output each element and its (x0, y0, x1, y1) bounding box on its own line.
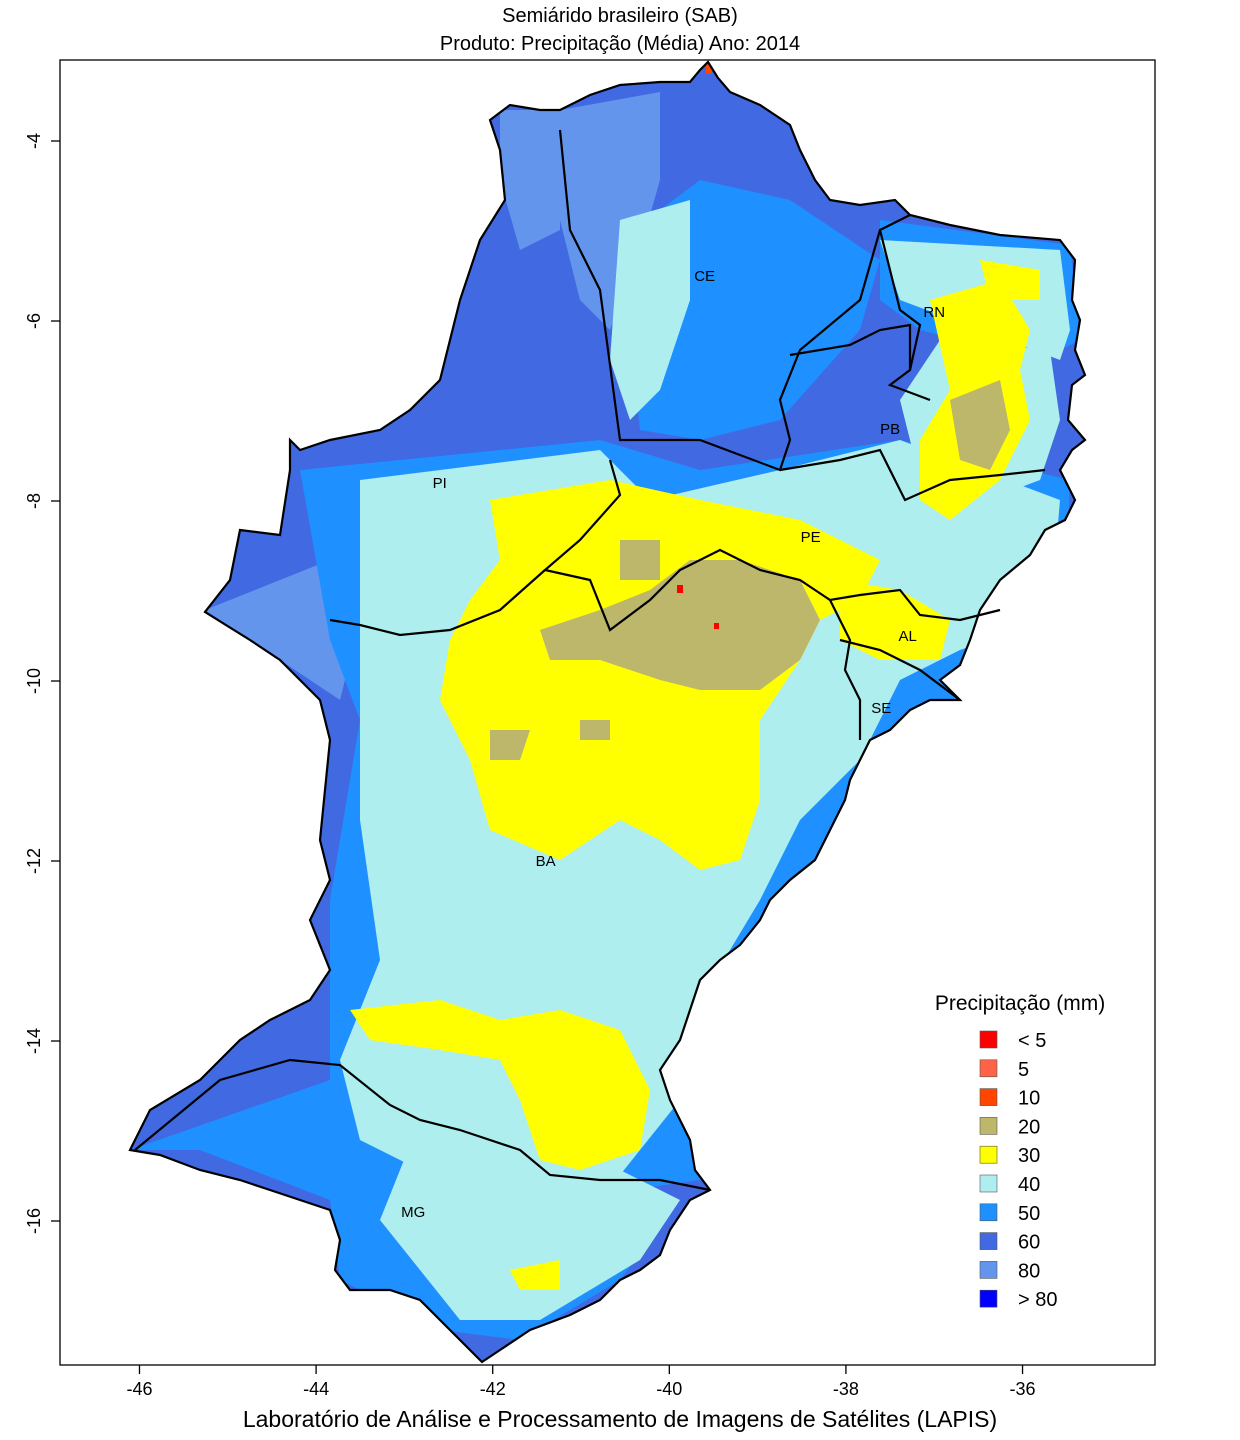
al-se-border (839, 638, 961, 701)
pi-ba-border (329, 569, 546, 637)
legend-swatch (979, 1030, 998, 1049)
pe-ba-border (542, 459, 1001, 632)
legend-swatch (979, 1203, 998, 1222)
legend-title: Precipitação (mm) (935, 992, 1105, 1015)
state-label-ba: BA (536, 853, 556, 870)
legend-label: < 5 (1018, 1030, 1046, 1052)
se-ba-border (829, 599, 862, 740)
legend-label: 50 (1018, 1203, 1040, 1225)
pb-pe-border (779, 448, 1046, 502)
legend-label: 5 (1018, 1059, 1029, 1081)
x-axis: -46 -44 -42 -40 -38 -36 (126, 1365, 1036, 1399)
legend-label: 10 (1018, 1088, 1040, 1110)
legend-swatch (979, 1232, 998, 1250)
x-tick-label: -42 (480, 1379, 506, 1399)
state-borders (134, 129, 1046, 1192)
x-tick-label: -46 (126, 1379, 152, 1399)
x-tick-label: -40 (656, 1379, 682, 1399)
legend-swatch (979, 1261, 998, 1279)
state-labels: CE RN PB PE PI AL SE BA MG (401, 268, 945, 1221)
pb-border-north (789, 323, 912, 370)
y-tick-label: -8 (24, 493, 44, 509)
legend-label: 40 (1018, 1174, 1040, 1196)
map-raster (130, 62, 1085, 1362)
state-label-pb: PB (880, 421, 900, 438)
legend-label: 60 (1018, 1232, 1040, 1254)
state-label-pi: PI (433, 475, 447, 492)
y-tick-label: -10 (24, 668, 44, 694)
y-tick-label: -6 (24, 313, 44, 329)
y-axis: -4 -6 -8 -10 -12 -14 -16 (24, 133, 60, 1234)
y-tick-label: -12 (24, 848, 44, 874)
x-tick-label: -36 (1010, 1379, 1036, 1399)
chart-title: Semiárido brasileiro (SAB) (502, 5, 738, 27)
state-label-al: AL (899, 628, 917, 645)
legend-label: > 80 (1018, 1289, 1057, 1311)
y-tick-label: -4 (24, 133, 44, 149)
state-label-mg: MG (401, 1204, 425, 1221)
y-tick-label: -14 (24, 1028, 44, 1054)
legend-swatch (979, 1174, 998, 1193)
state-label-rn: RN (923, 304, 945, 321)
x-tick-label: -44 (303, 1379, 329, 1399)
chart-subtitle: Produto: Precipitação (Média) Ano: 2014 (439, 33, 801, 55)
legend-swatch (979, 1059, 998, 1078)
legend-swatch (979, 1145, 998, 1164)
legend-swatch (979, 1088, 998, 1106)
region-outline (128, 60, 1087, 1364)
legend-label: 30 (1018, 1145, 1040, 1167)
y-tick-label: -16 (24, 1208, 44, 1234)
legend-label: 20 (1018, 1116, 1040, 1138)
state-label-ce: CE (694, 268, 715, 285)
rn-border (878, 229, 931, 402)
credit-footer: Laboratório de Análise e Processamento d… (242, 1406, 998, 1432)
ba-mg-border (134, 1058, 711, 1192)
state-label-pe: PE (801, 529, 821, 546)
plot-frame (59, 59, 1156, 1366)
ce-border (558, 129, 911, 472)
x-tick-label: -38 (833, 1379, 859, 1399)
legend-swatch (979, 1117, 998, 1135)
legend-label: 80 (1018, 1260, 1040, 1282)
state-label-se: SE (871, 700, 891, 717)
legend-swatch (979, 1289, 998, 1308)
legend: Precipitação (mm) < 5 5 10 20 30 40 50 60 80 > 80 (935, 992, 1105, 1311)
